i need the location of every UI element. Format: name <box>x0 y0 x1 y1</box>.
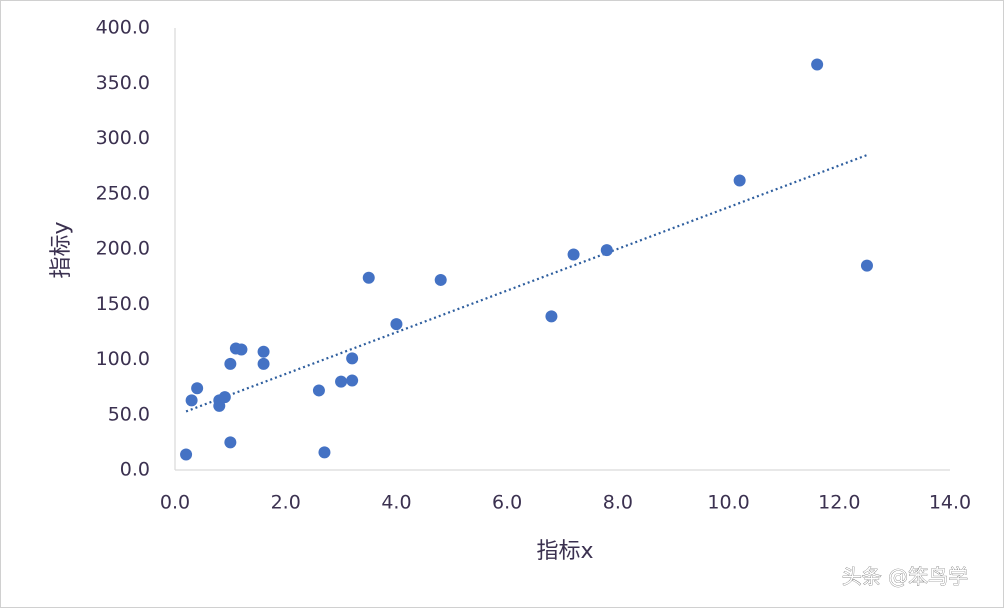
y-tick-label: 150.0 <box>96 293 150 315</box>
y-tick-label: 300.0 <box>96 127 150 149</box>
x-axis-title: 指标x <box>536 539 593 564</box>
y-tick-label: 0.0 <box>120 459 150 481</box>
point <box>434 273 447 286</box>
point <box>257 345 270 358</box>
x-tick-label: 6.0 <box>492 492 522 514</box>
x-tick-label: 2.0 <box>271 492 301 514</box>
point <box>191 382 204 395</box>
x-tick-label: 14.0 <box>929 492 971 514</box>
point <box>312 384 325 397</box>
point <box>346 374 359 387</box>
x-tick-label: 4.0 <box>381 492 411 514</box>
point <box>811 58 824 71</box>
y-tick-label: 50.0 <box>108 403 150 425</box>
point <box>600 244 613 257</box>
point <box>390 318 403 331</box>
x-tick-label: 12.0 <box>818 492 860 514</box>
y-axis-title: 指标y <box>49 221 74 278</box>
y-tick-label: 400.0 <box>96 17 150 39</box>
point <box>567 248 580 261</box>
point <box>180 448 193 461</box>
y-tick-label: 250.0 <box>96 182 150 204</box>
point <box>235 343 248 356</box>
point <box>860 259 873 272</box>
x-tick-label: 8.0 <box>603 492 633 514</box>
point <box>224 436 237 449</box>
point <box>224 357 237 370</box>
point <box>218 391 231 404</box>
y-tick-label: 350.0 <box>96 72 150 94</box>
point <box>362 271 375 284</box>
y-tick-label: 100.0 <box>96 348 150 370</box>
x-tick-label: 10.0 <box>707 492 749 514</box>
point <box>346 352 359 365</box>
y-tick-label: 200.0 <box>96 238 150 260</box>
x-tick-label: 0.0 <box>160 492 190 514</box>
point <box>335 375 348 388</box>
point <box>733 174 746 187</box>
point <box>545 310 558 323</box>
point <box>318 446 331 459</box>
trendline <box>185 154 868 413</box>
point <box>257 357 270 370</box>
point <box>185 394 198 407</box>
watermark: 头条 @笨鸟学 <box>842 565 968 589</box>
